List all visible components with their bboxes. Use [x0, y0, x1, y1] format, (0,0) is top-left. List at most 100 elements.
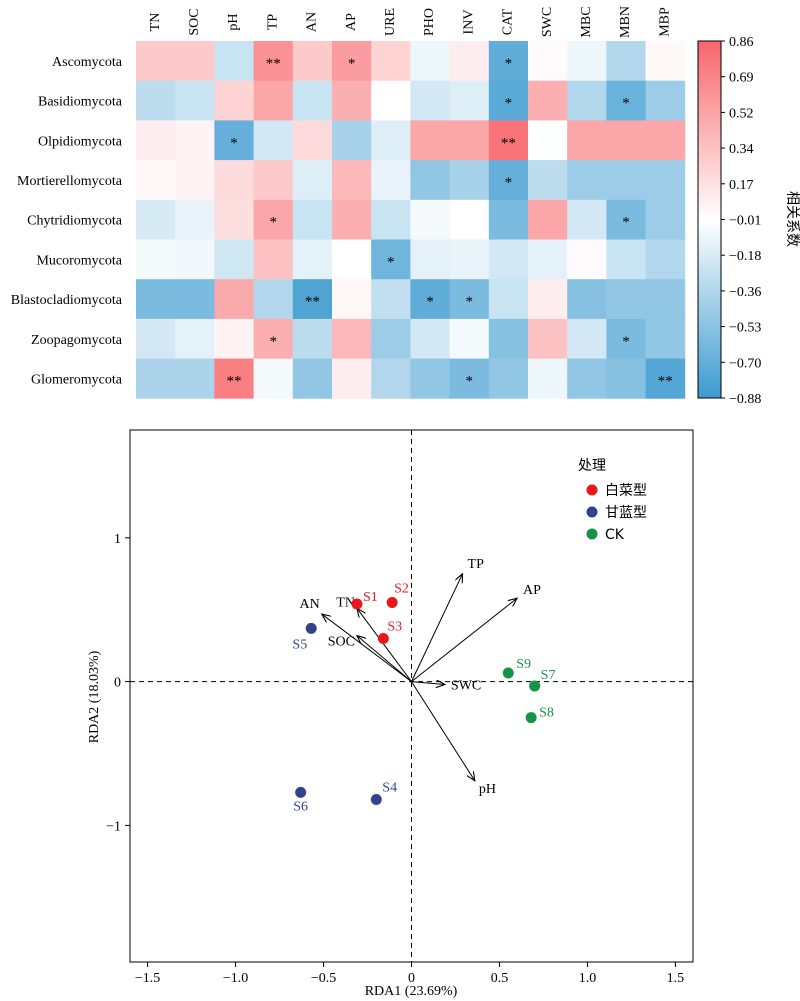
significance-mark: **: [227, 373, 242, 389]
significance-mark: *: [622, 215, 630, 231]
correlation-heatmap: ** * ** ** **** **** * ** *** * ** TN SOC pH TP AN AP UR…: [11, 6, 686, 399]
legend-title: 处理: [578, 458, 606, 474]
heatmap-cell-mortierellomycota-mbp: [645, 160, 686, 201]
y-tick-label: 0: [114, 676, 121, 691]
vector-tp: [411, 574, 463, 682]
vector-label-swc: SWC: [451, 679, 481, 694]
heatmap-cell-mucoromycota-mbp: [645, 239, 686, 280]
colorbar-tick-label: −0.70: [729, 356, 761, 371]
heatmap-cell-olpidiomycota-mbc: [567, 120, 607, 161]
heatmap-cell-blastocladiomycota-ph: [214, 279, 254, 320]
heatmap-cells: [136, 41, 686, 399]
sample-label-s1: S1: [363, 590, 378, 605]
column-label-mbc: MBC: [579, 6, 594, 37]
significance-mark: *: [230, 135, 238, 151]
sample-point-s6: [295, 786, 307, 798]
colorbar-ticks: 0.86 0.69 0.52 0.34 0.17 −0.01 −0.18 −0.36 −0.53…: [721, 35, 761, 407]
heatmap-cell-chytridiomycota-mbp: [645, 199, 686, 240]
vector-label-ph: pH: [479, 782, 496, 797]
heatmap-cell-ascomycota-ap: [332, 41, 372, 82]
row-label-olpidiomycota: Olpidiomycota: [38, 134, 123, 149]
vector-label-soc: SOC: [328, 635, 355, 650]
heatmap-cell-zoopagomycota-ap: [332, 318, 372, 359]
heatmap-cell-mucoromycota-tp: [253, 239, 294, 280]
heatmap-cell-mortierellomycota-ure: [371, 160, 411, 201]
x-tick-label: 1.0: [579, 971, 597, 986]
significance-mark: *: [269, 215, 277, 231]
heatmap-cell-mortierellomycota-ph: [214, 160, 254, 201]
sample-label-s5: S5: [292, 637, 307, 652]
significance-mark: **: [305, 294, 320, 310]
legend-swatch: [586, 528, 598, 540]
heatmap-cell-zoopagomycota-mbn: [606, 318, 646, 359]
heatmap-cell-chytridiomycota-tn: [136, 199, 176, 240]
heatmap-cell-basidiomycota-an: [292, 80, 333, 121]
heatmap-cell-basidiomycota-pho: [410, 80, 450, 121]
heatmap-cell-mucoromycota-tn: [136, 239, 176, 280]
column-label-inv: INV: [461, 10, 476, 35]
column-label-swc: SWC: [540, 7, 555, 37]
heatmap-cell-chytridiomycota-tp: [253, 199, 294, 240]
legend-swatch: [586, 506, 598, 518]
significance-mark: *: [465, 373, 473, 389]
heatmap-cell-chytridiomycota-an: [292, 199, 333, 240]
heatmap-cell-chytridiomycota-mbc: [567, 199, 607, 240]
heatmap-cell-ascomycota-mbp: [645, 41, 686, 82]
significance-mark: *: [348, 56, 356, 72]
heatmap-cell-ascomycota-ure: [371, 41, 411, 82]
vector-soc: [357, 636, 412, 683]
heatmap-cell-glomeromycota-an: [292, 358, 333, 399]
heatmap-cell-blastocladiomycota-mbn: [606, 279, 646, 320]
x-tick-label: −0.5: [311, 971, 336, 986]
heatmap-cell-mucoromycota-soc: [175, 239, 215, 280]
vector-label-tp: TP: [468, 557, 485, 572]
heatmap-cell-ascomycota-pho: [410, 41, 450, 82]
row-label-mucoromycota: Mucoromycota: [36, 253, 122, 268]
sample-label-s2: S2: [394, 582, 409, 597]
heatmap-cell-olpidiomycota-ap: [332, 120, 372, 161]
x-tick-label: 0: [408, 971, 415, 986]
heatmap-cell-glomeromycota-mbn: [606, 358, 646, 399]
sample-point-s3: [377, 632, 389, 644]
heatmap-cell-blastocladiomycota-pho: [410, 279, 450, 320]
heatmap-cell-basidiomycota-swc: [528, 80, 568, 121]
x-tick-label: 0.5: [491, 971, 509, 986]
sample-label-s3: S3: [387, 619, 402, 634]
heatmap-cell-mucoromycota-mbn: [606, 239, 646, 280]
column-label-tn: TN: [148, 13, 163, 32]
x-axis-label: RDA1 (23.69%): [365, 984, 458, 999]
heatmap-cell-chytridiomycota-swc: [528, 199, 568, 240]
heatmap-cell-glomeromycota-pho: [410, 358, 450, 399]
heatmap-cell-blastocladiomycota-ap: [332, 279, 372, 320]
heatmap-cell-zoopagomycota-mbp: [645, 318, 686, 359]
heatmap-cell-blastocladiomycota-mbp: [645, 279, 686, 320]
heatmap-cell-zoopagomycota-tp: [253, 318, 294, 359]
sample-point-s4: [370, 794, 382, 806]
heatmap-cell-chytridiomycota-ap: [332, 199, 372, 240]
heatmap-cell-blastocladiomycota-ure: [371, 279, 411, 320]
heatmap-cell-olpidiomycota-tn: [136, 120, 176, 161]
colorbar-tick-label: 0.52: [729, 106, 754, 121]
heatmap-cell-zoopagomycota-mbc: [567, 318, 607, 359]
heatmap-cell-glomeromycota-ap: [332, 358, 372, 399]
row-label-ascomycota: Ascomycota: [52, 55, 123, 70]
column-label-tp: TP: [265, 14, 280, 31]
significance-mark: *: [387, 254, 395, 270]
heatmap-cell-olpidiomycota-tp: [253, 120, 294, 161]
heatmap-cell-ascomycota-cat: [488, 41, 529, 82]
colorbar-tick-label: −0.53: [729, 321, 761, 336]
colorbar-tick-label: 0.17: [729, 178, 754, 193]
colorbar-tick-label: −0.88: [729, 392, 761, 407]
sample-point-s8: [525, 712, 537, 724]
heatmap-cell-glomeromycota-cat: [488, 358, 529, 399]
heatmap-cell-blastocladiomycota-mbc: [567, 279, 607, 320]
vector-label-an: AN: [300, 597, 320, 612]
heatmap-cell-chytridiomycota-inv: [449, 199, 490, 240]
heatmap-cell-mucoromycota-inv: [449, 239, 490, 280]
heatmap-cell-olpidiomycota-mbn: [606, 120, 646, 161]
column-label-soc: SOC: [187, 8, 202, 35]
significance-mark: *: [269, 334, 277, 350]
sample-point-s2: [386, 597, 398, 609]
x-tick-label: 1.5: [667, 971, 685, 986]
